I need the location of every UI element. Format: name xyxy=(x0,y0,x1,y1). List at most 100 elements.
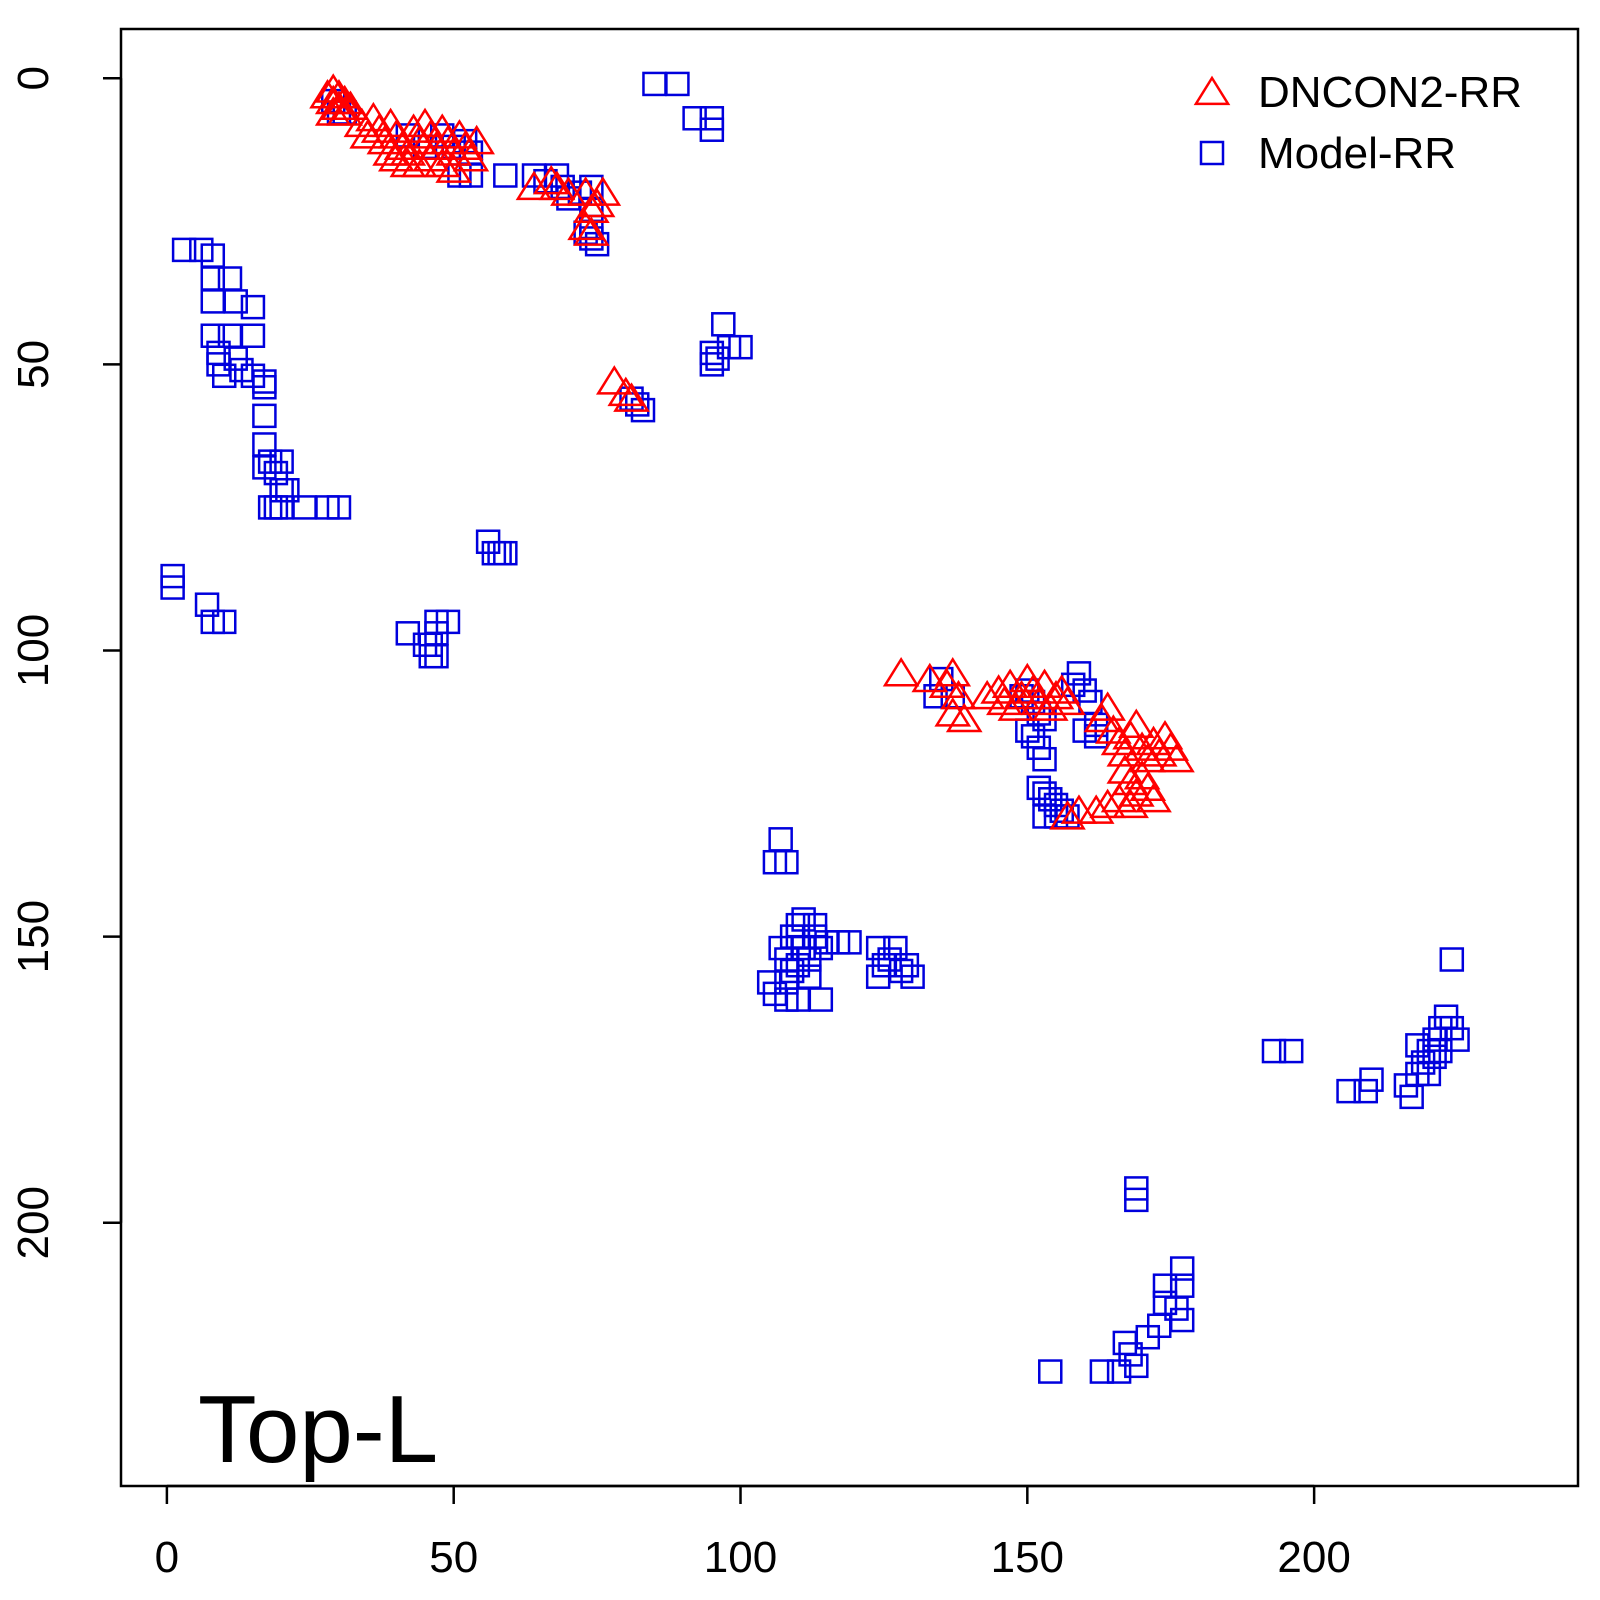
point-dncon2-rr xyxy=(607,376,645,407)
point-dncon2-rr xyxy=(326,96,364,126)
point-model-rr xyxy=(223,289,248,314)
point-model-rr xyxy=(200,289,226,314)
point-model-rr xyxy=(1038,1359,1063,1384)
point-model-rr xyxy=(326,495,352,520)
point-model-rr xyxy=(212,609,237,635)
point-model-rr xyxy=(269,449,294,474)
x-tick-label: 0 xyxy=(155,1533,179,1582)
point-model-rr xyxy=(705,346,730,371)
point-model-rr xyxy=(1032,746,1057,772)
point-model-rr xyxy=(865,964,891,989)
point-model-rr xyxy=(642,71,667,97)
point-model-rr xyxy=(200,266,226,291)
x-axis: 0 50 100 150 200 xyxy=(155,1484,1351,1582)
point-dncon2-rr xyxy=(945,702,983,733)
point-dncon2-rr xyxy=(1089,691,1126,721)
panel-annotation: Top-L xyxy=(198,1376,438,1483)
point-dncon2-rr xyxy=(1117,708,1155,739)
point-model-rr xyxy=(762,849,788,875)
point-model-rr xyxy=(200,323,226,348)
y-axis: 0 50 100 150 200 xyxy=(9,66,123,1259)
legend-label-dncon2-rr: DNCON2-RR xyxy=(1258,68,1522,117)
point-model-rr xyxy=(1124,1353,1149,1379)
point-model-rr xyxy=(1169,1273,1195,1298)
y-tick-label: 150 xyxy=(9,900,58,973)
point-model-rr xyxy=(240,294,266,320)
point-dncon2-rr xyxy=(1158,742,1195,773)
point-model-rr xyxy=(1416,1061,1442,1087)
plot-frame xyxy=(119,27,1580,1488)
point-dncon2-rr xyxy=(1112,788,1149,819)
point-model-rr xyxy=(900,964,925,989)
point-dncon2-rr xyxy=(991,668,1029,698)
point-model-rr xyxy=(1124,1187,1149,1213)
point-model-rr xyxy=(1169,1256,1195,1281)
point-model-rr xyxy=(1439,947,1465,972)
point-model-rr xyxy=(837,930,862,955)
point-model-rr xyxy=(1405,1033,1430,1058)
point-model-rr xyxy=(774,970,799,995)
point-model-rr xyxy=(1359,1067,1384,1092)
point-model-rr xyxy=(808,987,834,1012)
point-model-rr xyxy=(493,163,518,188)
point-dncon2-rr xyxy=(452,141,490,172)
point-dncon2-rr xyxy=(532,164,570,195)
legend-marker-model-rr xyxy=(1199,140,1225,166)
point-model-rr xyxy=(1261,1038,1287,1064)
point-dncon2-rr xyxy=(1140,737,1178,767)
point-model-rr xyxy=(292,495,317,520)
y-tick-label: 0 xyxy=(9,66,58,90)
point-dncon2-rr xyxy=(1049,685,1086,716)
point-model-rr xyxy=(802,912,828,938)
legend-label-model-rr: Model-RR xyxy=(1258,129,1456,178)
point-model-rr xyxy=(493,540,518,566)
point-model-rr xyxy=(424,643,449,669)
point-dncon2-rr xyxy=(934,657,972,687)
point-model-rr xyxy=(252,432,277,457)
point-model-rr xyxy=(699,352,725,377)
point-dncon2-rr xyxy=(435,153,473,183)
point-model-rr xyxy=(194,592,220,617)
point-dncon2-rr xyxy=(1106,737,1144,767)
point-model-rr xyxy=(768,827,793,852)
point-dncon2-rr xyxy=(400,147,438,178)
point-dncon2-rr xyxy=(515,170,553,201)
point-dncon2-rr xyxy=(389,136,427,166)
x-tick-label: 200 xyxy=(1277,1533,1350,1582)
point-model-rr xyxy=(699,117,725,142)
point-model-rr xyxy=(435,609,461,635)
point-model-rr xyxy=(711,312,736,337)
point-dncon2-rr xyxy=(567,210,604,241)
x-tick-label: 150 xyxy=(991,1533,1064,1582)
point-model-rr xyxy=(1278,1038,1304,1064)
point-model-rr xyxy=(1336,1078,1361,1104)
point-model-rr xyxy=(1089,1359,1115,1384)
point-dncon2-rr xyxy=(882,657,920,687)
x-tick-label: 50 xyxy=(429,1533,478,1582)
point-model-rr xyxy=(252,374,277,400)
point-dncon2-rr xyxy=(573,216,610,246)
data-points xyxy=(160,71,1470,1384)
point-dncon2-rr xyxy=(326,84,364,115)
point-dncon2-rr xyxy=(613,382,650,412)
point-model-rr xyxy=(217,266,243,291)
point-dncon2-rr xyxy=(595,365,633,395)
x-tick-label: 100 xyxy=(704,1533,777,1582)
point-dncon2-rr xyxy=(1026,668,1063,698)
point-dncon2-rr xyxy=(911,662,949,693)
y-tick-label: 200 xyxy=(9,1186,58,1259)
point-model-rr xyxy=(1106,1359,1132,1384)
point-dncon2-rr xyxy=(584,176,622,206)
point-dncon2-rr xyxy=(1135,782,1172,813)
legend-marker-dncon2-rr xyxy=(1193,75,1231,106)
point-model-rr xyxy=(240,323,266,348)
point-dncon2-rr xyxy=(332,90,369,120)
point-model-rr xyxy=(665,71,690,97)
point-dncon2-rr xyxy=(1049,800,1086,830)
point-dncon2-rr xyxy=(458,124,495,155)
point-model-rr xyxy=(785,912,811,938)
y-tick-label: 100 xyxy=(9,614,58,687)
point-model-rr xyxy=(160,575,185,600)
y-tick-label: 50 xyxy=(9,340,58,389)
